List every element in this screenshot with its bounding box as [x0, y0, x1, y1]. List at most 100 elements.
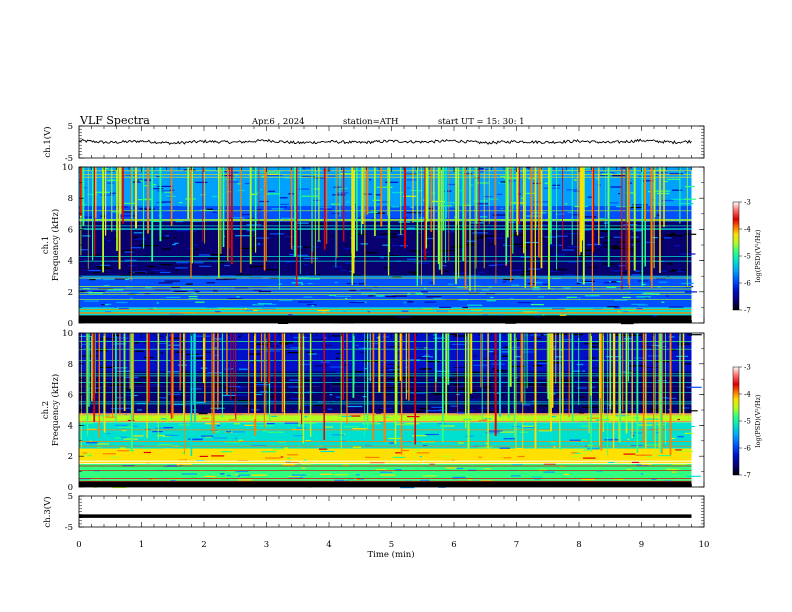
ch1spec-speckle: [447, 183, 457, 186]
ch2spec-speckle: [574, 452, 581, 454]
ch2spec-speckle: [378, 408, 382, 411]
ch1-ylabel: ch.1(V): [42, 126, 53, 157]
ch1spec-speckle: [278, 299, 293, 302]
ch1spec-speckle: [526, 215, 542, 217]
ch2spec-speckle: [90, 406, 102, 408]
ch1spec-speckle: [573, 179, 577, 181]
ch2spec-speckle: [358, 347, 366, 349]
ch2spec-speckle: [655, 432, 659, 434]
ch1spec-speckle: [317, 309, 330, 311]
ch2spec-speckle: [137, 409, 143, 411]
ch2spec-speckle: [201, 417, 210, 419]
ch2spec-speckle: [211, 455, 225, 457]
ch2spec-speckle: [181, 473, 198, 475]
ch1spec-speckle: [86, 283, 101, 285]
ch2spec-speckle: [478, 456, 482, 458]
ch1spec-speckle: [567, 169, 574, 171]
ch2spec-speckle: [168, 436, 184, 438]
ch2spec-speckle: [362, 423, 378, 425]
ch1spec-speckle: [645, 241, 655, 243]
ch1spec-speckle: [478, 168, 485, 170]
ch1spec-speckle: [193, 244, 198, 246]
ch1spec-speckle: [285, 261, 291, 264]
ch1spec-speckle: [392, 191, 403, 194]
ch1spec-speckle: [127, 293, 136, 295]
ch2spec-speckle: [384, 393, 390, 395]
ch1spec-speckle: [157, 185, 173, 187]
ch1spec-speckle: [426, 208, 433, 210]
ch1spec-speckle: [518, 170, 527, 172]
ch1spec-speckle: [150, 237, 166, 239]
ch2spec-speckle: [117, 433, 130, 435]
ch1spec-speckle: [106, 303, 112, 305]
ch2spec-speckle: [542, 374, 548, 376]
ch2spec-speckle: [389, 442, 394, 444]
ch2spec-speckle: [643, 418, 659, 420]
ch2spec-speckle: [157, 354, 171, 356]
ch2spec-speckle: [476, 349, 483, 351]
ch2spec-speckle: [295, 418, 300, 420]
ch1spec-speckle: [444, 202, 456, 204]
ch2spec-speckle: [234, 437, 238, 439]
ch1spec-speckle: [639, 271, 642, 273]
ch2spec-speckle: [433, 334, 436, 336]
ch2spec-speckle: [161, 383, 167, 385]
ch2spec-speckle: [129, 450, 135, 452]
ch2spec-speckle: [382, 387, 397, 389]
ch2spec-speckle: [445, 467, 458, 469]
ch1spec-speckle: [385, 181, 399, 183]
ch2spec-speckle: [541, 455, 551, 457]
ch2spec-speckle: [287, 352, 300, 354]
header-start-ut: start UT = 15: 30: 1: [438, 117, 525, 127]
ch2spec-speckle: [641, 346, 657, 348]
ch1spec-speckle: [130, 247, 142, 249]
ch2spec-speckle: [297, 463, 301, 465]
ch2spec-speckle: [645, 444, 662, 446]
ch1spec-speckle: [447, 231, 456, 233]
ch1spec-speckle: [470, 222, 485, 224]
ch1spec-speckle: [497, 193, 503, 195]
ch1spec-speckle: [483, 196, 493, 198]
ch2spec-speckle: [169, 337, 185, 339]
ch2spec-speckle: [270, 396, 277, 398]
ch2spec-speckle: [382, 416, 390, 418]
ch2spec-speckle: [334, 479, 344, 481]
ch2spec-speckle: [163, 427, 174, 429]
ch1spec-speckle: [564, 274, 575, 276]
ch1spec-speckle: [576, 283, 581, 285]
ch1spec-speckle: [232, 306, 249, 308]
ch1spec-speckle: [488, 264, 497, 267]
ch2spec-speckle: [672, 463, 687, 465]
ch1spec-speckle: [538, 223, 550, 225]
ch1spec-speckle: [590, 255, 597, 257]
ch2spec-speckle: [636, 380, 642, 382]
ch2spec-speckle: [686, 475, 701, 477]
ch1spec-ytick-label: 4: [68, 257, 73, 267]
ch2spec-speckle: [524, 334, 541, 336]
ch1spec-speckle: [631, 230, 643, 232]
ch1spec-speckle: [302, 167, 314, 169]
ch1spec-speckle: [86, 263, 97, 265]
ch1spec-speckle: [125, 305, 131, 307]
ch2spec-speckle: [118, 426, 134, 428]
ch1spec-speckle: [531, 246, 536, 248]
ch2spec-speckle: [121, 430, 127, 432]
ch1spec-speckle: [392, 276, 402, 278]
ch2spec-speckle: [419, 456, 422, 458]
ch2spec-speckle: [671, 437, 676, 439]
ch1spec-speckle: [670, 204, 682, 206]
ch2spec-speckle: [331, 400, 335, 402]
ch2spec-speckle: [640, 473, 644, 475]
ch2spec-speckle: [684, 432, 694, 434]
ch2spec-speckle: [296, 427, 306, 429]
ch1spec-speckle: [604, 282, 619, 284]
ch2spec-speckle: [500, 474, 516, 476]
ch1spec-speckle: [98, 267, 112, 269]
ch1spec-speckle: [268, 190, 276, 192]
ch2spec-speckle: [440, 425, 455, 427]
ch2spec-speckle: [233, 387, 247, 389]
ch2spec-speckle: [382, 367, 397, 369]
ch1spec-speckle: [511, 284, 519, 286]
ch1-ytick-label: -5: [65, 154, 73, 164]
ch1spec-speckle: [340, 205, 344, 207]
